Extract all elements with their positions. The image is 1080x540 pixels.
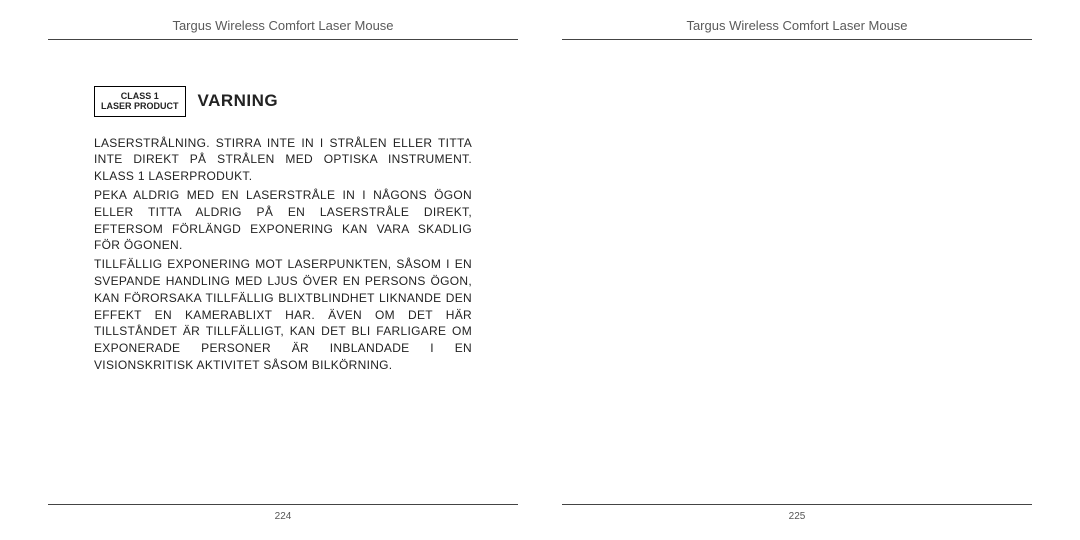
page-number-right: 225 — [562, 504, 1032, 522]
page-content-left: CLASS 1 LASER PRODUCT VARNING LASERSTRÅL… — [48, 50, 518, 494]
page-right: Targus Wireless Comfort Laser Mouse 225 — [540, 0, 1080, 540]
page-header-right: Targus Wireless Comfort Laser Mouse — [562, 18, 1032, 40]
warning-paragraph-3: TILLFÄLLIG EXPONERING MOT LASERPUNKTEN, … — [94, 256, 472, 374]
class-box-line1: CLASS 1 — [101, 91, 179, 101]
warning-paragraph-1: LASERSTRÅLNING. STIRRA INTE IN I STRÅLEN… — [94, 135, 472, 185]
class1-laser-box: CLASS 1 LASER PRODUCT — [94, 86, 186, 117]
class-box-line2: LASER PRODUCT — [101, 101, 179, 111]
page-number-left: 224 — [48, 504, 518, 522]
page-left: Targus Wireless Comfort Laser Mouse CLAS… — [0, 0, 540, 540]
page-content-right — [562, 50, 1032, 494]
warning-heading-row: CLASS 1 LASER PRODUCT VARNING — [94, 86, 472, 117]
warning-title: VARNING — [198, 89, 279, 113]
page-header-left: Targus Wireless Comfort Laser Mouse — [48, 18, 518, 40]
warning-paragraph-2: PEKA ALDRIG MED EN LASERSTRÅLE IN I NÅGO… — [94, 187, 472, 254]
